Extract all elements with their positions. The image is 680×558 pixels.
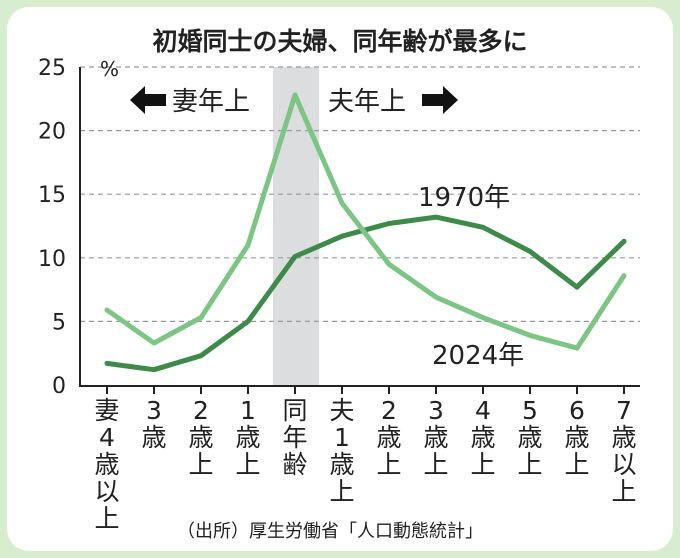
- y-tick-labels: 0 5 10 15 20 25: [38, 56, 66, 399]
- x-category-label: 2 歳上: [376, 396, 401, 479]
- x-category-label: 3 歳上: [423, 396, 448, 479]
- y-tick-label: 25: [38, 56, 66, 81]
- y-axis-unit: %: [100, 57, 119, 81]
- x-category-label: 7 歳以上: [611, 396, 636, 506]
- y-tick-label: 0: [52, 374, 66, 399]
- chart-title: 初婚同士の夫婦、同年齢が最多に: [152, 27, 527, 56]
- series-lines: [104, 92, 627, 373]
- y-tick-label: 20: [38, 120, 66, 145]
- annotation-left-label: 妻年上: [172, 87, 250, 117]
- same-age-highlight-band: [273, 67, 319, 385]
- x-category-label: 2 歳上: [188, 396, 213, 479]
- left-arrow-icon: [130, 86, 166, 114]
- right-arrow-icon: [422, 86, 458, 114]
- y-tick-label: 5: [52, 310, 66, 335]
- series-line-0: [104, 214, 627, 373]
- x-category-label: 6 歳上: [564, 396, 589, 479]
- x-category-label: 1 歳上: [235, 396, 260, 479]
- x-category-label: 4 歳上: [470, 396, 495, 479]
- annotation-wife-older: 妻年上: [130, 86, 250, 117]
- gridlines: [80, 66, 640, 322]
- x-category-label: 同年齢: [282, 396, 307, 479]
- x-category-label: 5 歳上: [517, 396, 542, 479]
- series-line-1: [104, 92, 627, 351]
- series-label-1970: 1970年: [418, 183, 510, 213]
- series-label-2024: 2024年: [432, 341, 524, 371]
- y-tick-label: 15: [38, 183, 66, 208]
- annotation-husband-older: 夫年上: [328, 86, 458, 117]
- x-category-label: 夫 1 歳上: [329, 396, 354, 506]
- x-category-label: 妻 4 歳以上: [94, 396, 119, 533]
- source-note: （出所）厚生労働省「人口動態統計」: [177, 521, 483, 542]
- chart-card: [7, 7, 673, 551]
- y-tick-label: 10: [38, 247, 66, 272]
- annotation-right-label: 夫年上: [328, 87, 406, 117]
